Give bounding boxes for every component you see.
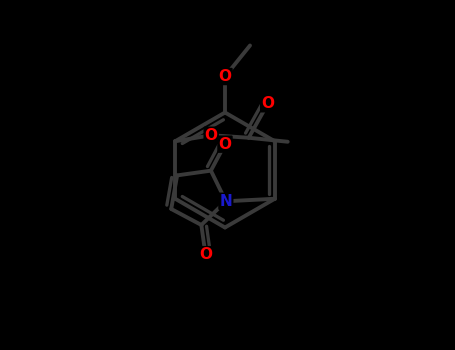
Text: O: O: [218, 69, 232, 84]
Text: O: O: [205, 128, 217, 143]
Text: O: O: [261, 96, 274, 111]
Text: O: O: [218, 136, 232, 152]
Text: N: N: [219, 194, 232, 209]
Text: O: O: [199, 247, 212, 262]
